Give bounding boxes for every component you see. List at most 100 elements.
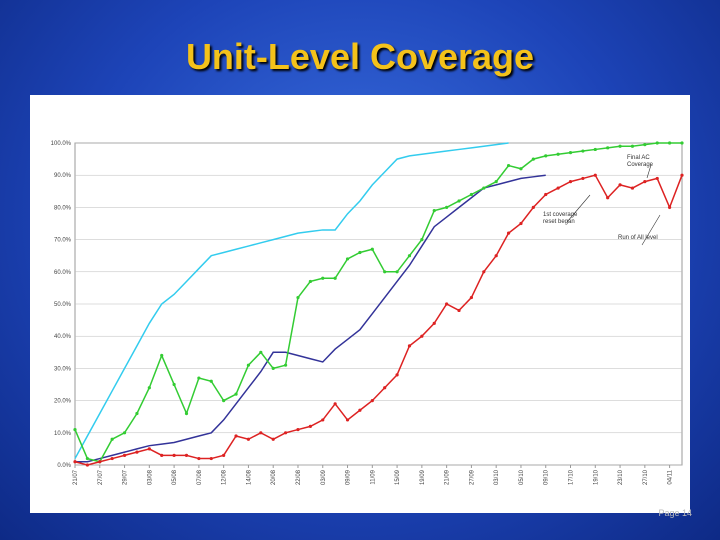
x-tick-label: 20/08 (271, 469, 277, 485)
annotation-arrow (641, 214, 661, 246)
annotation: Final AC Coverage (627, 155, 654, 168)
data-point (482, 270, 486, 274)
data-point (383, 386, 387, 390)
x-tick-label: 03/09 (321, 469, 327, 485)
x-tick-label: 09/10 (544, 469, 550, 485)
annotation-arrow (566, 194, 591, 223)
data-point (680, 141, 684, 145)
data-point (457, 308, 461, 313)
data-point (234, 434, 238, 438)
y-tick-label: 70.0% (54, 238, 72, 244)
series-line (74, 142, 509, 459)
x-tick-label: 27/10 (643, 469, 649, 485)
data-point (568, 151, 573, 155)
data-point (395, 270, 399, 274)
data-point (283, 363, 288, 367)
data-point (147, 386, 151, 390)
data-point (606, 196, 610, 200)
data-point (160, 353, 164, 358)
data-point (494, 180, 498, 184)
x-tick-label: 29/07 (123, 469, 129, 485)
data-point (630, 186, 635, 190)
data-point (110, 437, 114, 441)
data-point (85, 456, 89, 461)
data-point (135, 411, 139, 416)
y-tick-label: 20.0% (54, 399, 72, 405)
data-point (519, 167, 523, 171)
x-tick-label: 14/08 (246, 469, 252, 485)
x-tick-label: 09/09 (346, 469, 352, 485)
data-point (420, 238, 424, 242)
x-tick-label: 27/09 (469, 469, 475, 485)
data-point (370, 247, 374, 251)
data-point (531, 157, 535, 161)
data-point (544, 154, 548, 158)
data-point (606, 146, 610, 150)
data-point (135, 450, 139, 454)
data-point (643, 180, 647, 184)
data-point (432, 321, 436, 325)
data-point (668, 205, 672, 209)
annotation-arrow (646, 164, 652, 179)
data-point (506, 231, 511, 235)
data-point (345, 418, 350, 422)
data-point (593, 147, 597, 152)
data-point (420, 334, 424, 338)
data-point (73, 427, 77, 432)
x-tick-label: 23/10 (618, 469, 624, 485)
data-point (432, 209, 436, 213)
data-point (246, 363, 251, 367)
data-point (234, 392, 238, 396)
x-tick-label: 05/10 (519, 469, 525, 485)
data-point (271, 437, 275, 441)
x-tick-label: 03/10 (494, 469, 500, 485)
x-tick-label: 21/09 (445, 469, 451, 485)
page-number: Page 14 (658, 508, 692, 518)
data-point (407, 344, 412, 348)
data-point (370, 399, 374, 403)
data-point (618, 144, 622, 148)
x-tick-label: 03/08 (147, 469, 153, 485)
data-point (581, 149, 585, 153)
data-point (593, 173, 597, 177)
data-point (197, 456, 201, 461)
data-point (85, 463, 89, 467)
x-tick-label: 22/08 (296, 469, 302, 485)
data-point (407, 254, 412, 258)
data-point (556, 152, 560, 156)
series-line (75, 174, 546, 463)
data-point (147, 447, 151, 451)
data-point (172, 382, 176, 387)
data-point (271, 366, 275, 370)
x-tick-label: 04/11 (668, 469, 674, 484)
y-tick-label: 10.0% (54, 431, 72, 437)
data-point (494, 254, 498, 258)
data-point (655, 141, 659, 145)
data-point (73, 460, 77, 464)
x-tick-label: 05/08 (172, 469, 178, 485)
data-point (395, 373, 399, 377)
data-point (469, 295, 474, 300)
data-point (482, 186, 486, 190)
data-point (358, 250, 362, 255)
x-tick-label: 17/10 (569, 469, 575, 485)
data-point (643, 143, 647, 147)
data-point (655, 176, 659, 181)
data-point (333, 402, 337, 406)
y-tick-label: 60.0% (54, 270, 72, 276)
data-point (630, 144, 635, 148)
annotation: Run of All level (618, 235, 658, 241)
y-tick-label: 80.0% (54, 205, 72, 211)
x-tick-label: 27/07 (98, 469, 104, 485)
data-point (469, 192, 474, 197)
data-point (568, 180, 573, 184)
annotation: 1st coverage reset began (543, 212, 578, 225)
x-tick-label: 15/09 (395, 469, 401, 485)
data-point (296, 295, 300, 300)
data-point (383, 270, 387, 274)
data-point (259, 350, 263, 354)
data-point (618, 183, 622, 187)
x-tick-label: 11/09 (370, 469, 376, 484)
data-point (160, 453, 164, 457)
data-point (308, 279, 312, 284)
